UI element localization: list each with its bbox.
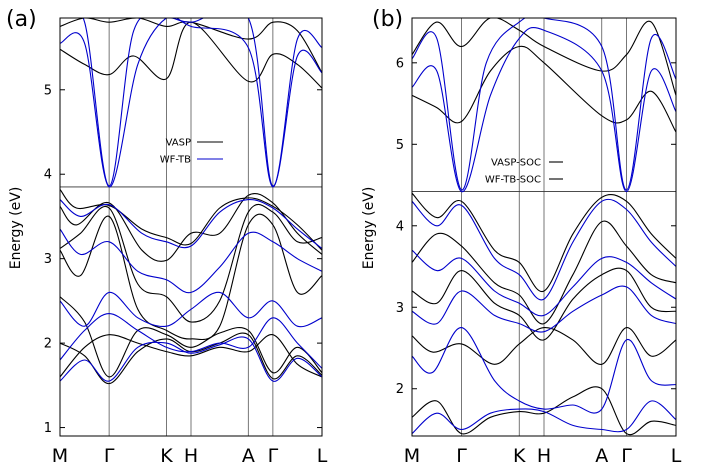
panel-b-kpoint-label-6: L [671,445,682,467]
panel-a-vasp-band-3 [60,192,322,262]
panel-b-label: (b) [372,7,403,32]
panel-a-wf-tb-band-5 [60,313,322,369]
panel-a-wf-tb-band-6 [60,336,322,382]
panel-b-wf-tb-soc-band-0 [412,26,676,193]
panel-b-ytick-label-4: 6 [396,56,404,71]
panel-b-wf-tb-soc-band-2 [412,198,676,301]
panel-b-kpoint-label-4: A [595,445,608,467]
panel-a-legend-label-0: VASP [166,138,191,149]
panel-b-legend-label-1: WF-TB-SOC [485,175,541,186]
panel-a-ytick-label-0: 1 [44,421,52,436]
panel-a-ytick-label-1: 2 [44,337,52,352]
panel-b-wf-tb-soc-band-5 [412,327,676,414]
panel-a-kpoint-label-1: Γ [104,445,115,467]
panel-b-ytick-label-2: 4 [396,219,404,234]
panel-b-ytick-label-3: 5 [396,138,404,153]
panel-a-kpoint-label-2: K [160,445,173,467]
panel-a-wf-tb-band-2 [60,199,322,249]
panel-a-vasp-band-4 [60,203,322,323]
panel-b-wf-tb-soc-band-6 [412,400,676,435]
panel-b-wf-tb-soc-band-4 [412,285,676,333]
panel-b-legend-label-0: VASP-SOC [491,158,541,169]
panel-a-kpoint-label-6: L [317,445,328,467]
panel-a-legend: VASP WF-TB [160,138,223,166]
panel-a-vasp-band-0 [60,21,322,89]
panel-b-wf-tb-soc-band-3 [412,249,676,317]
panel-b-vasp-soc-band-4 [412,267,676,341]
panel-a-wf-tb-band-0 [60,18,322,188]
panel-a-vasp-band-5 [60,213,322,341]
panel-b-kpoint-label-0: M [404,445,420,467]
panel-a-vasp-band-6 [60,296,322,378]
panel-b-legend: VASP-SOC WF-TB-SOC [485,158,563,186]
panel-b-vasp-soc-band-1 [412,18,676,96]
panel-a-ytick-label-2: 3 [44,252,52,267]
panel-a-vasp-band-8 [60,334,322,378]
panel-a-wf-tb-band-3 [60,228,322,294]
panel-a-y-axis-label: Energy (eV) [8,187,24,270]
panel-b-ytick-label-1: 3 [396,301,404,316]
panel-b-kpoint-label-5: Γ [621,445,632,467]
panel-a-kpoint-label-3: H [184,445,198,467]
panel-b-kpoint-label-2: K [513,445,526,467]
panel-a-kpoint-label-0: M [52,445,68,467]
panel-a-ytick-label-4: 5 [44,83,52,98]
panel-a-wf-tb-band-4 [60,291,322,328]
panel-b-frame [411,17,677,437]
panel-a-wf-tb-band-1 [60,18,322,187]
panel-b-kpoint-label-1: Γ [456,445,467,467]
panel-b-ytick-label-0: 2 [396,382,404,397]
panel-b-y-axis-label: Energy (eV) [361,187,377,270]
panel-a-frame [59,17,323,437]
panel-b-vasp-soc-band-2 [412,192,676,292]
panel-b-vasp-soc-band-3 [412,220,676,325]
panel-b-kpoint-label-3: H [537,445,551,467]
panel-a-kpoint-label-5: Γ [268,445,279,467]
panel-b-vasp-soc-band-5 [412,327,676,365]
panel-a-label: (a) [6,7,37,32]
panel-a-legend-label-1: WF-TB [160,155,191,166]
panel-b-wf-tb-soc-band-1 [412,18,676,191]
panel-a-vasp-band-1 [60,18,322,74]
panel-a-ytick-label-3: 4 [44,168,52,183]
panel-a-kpoint-label-4: A [242,445,255,467]
